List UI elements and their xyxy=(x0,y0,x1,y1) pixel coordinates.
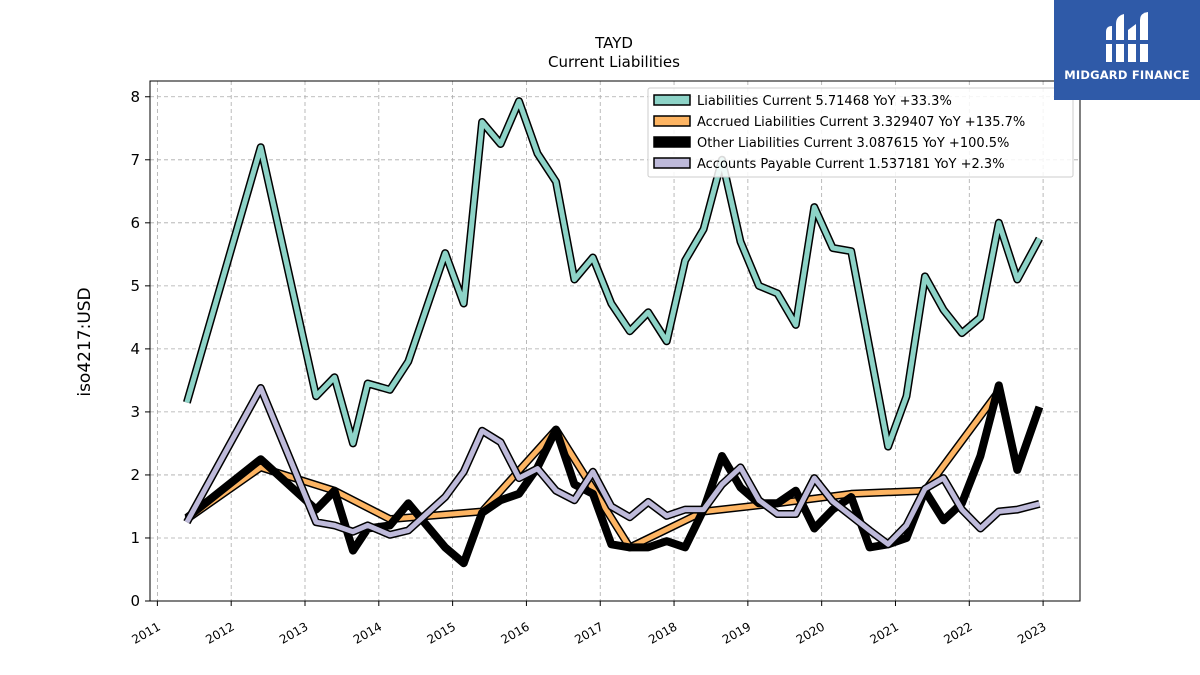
legend-swatch xyxy=(653,94,691,106)
series-3 xyxy=(183,384,1041,549)
y-tick-label: 1 xyxy=(130,529,140,547)
y-tick-label: 7 xyxy=(130,151,140,169)
legend-swatch xyxy=(653,157,691,169)
legend-swatch xyxy=(653,115,691,127)
legend-entry: Other Liabilities Current 3.087615 YoY +… xyxy=(697,136,1009,151)
x-tick-label: 2023 xyxy=(1015,619,1048,646)
x-tick-label: 2011 xyxy=(129,619,162,646)
legend-swatch xyxy=(653,136,691,148)
brand-logo: MIDGARD FINANCE xyxy=(1054,0,1200,100)
brand-name: MIDGARD FINANCE xyxy=(1064,68,1190,82)
chart-subtitle: Current Liabilities xyxy=(548,53,680,71)
y-tick-label: 8 xyxy=(130,88,140,106)
series-2 xyxy=(184,381,1044,568)
y-tick-label: 5 xyxy=(130,277,140,295)
x-tick-label: 2019 xyxy=(720,619,753,646)
x-tick-label: 2018 xyxy=(646,619,679,646)
y-tick-label: 0 xyxy=(130,592,140,610)
x-tick-label: 2017 xyxy=(572,619,605,646)
y-tick-label: 2 xyxy=(130,466,140,484)
y-tick-label: 6 xyxy=(130,214,140,232)
series-line xyxy=(184,381,1044,568)
legend: Liabilities Current 5.71468 YoY +33.3% Ac… xyxy=(647,87,1074,178)
x-tick-label: 2015 xyxy=(425,619,458,646)
x-tick-label: 2013 xyxy=(277,619,310,646)
series-line xyxy=(185,389,1001,550)
x-tick-label: 2021 xyxy=(868,619,901,646)
series-line xyxy=(184,98,1042,450)
series-1 xyxy=(184,388,1003,552)
legend-entry: Accounts Payable Current 1.537181 YoY +2… xyxy=(697,157,1005,172)
series-line xyxy=(184,385,1041,547)
chart-title: TAYD xyxy=(594,34,633,52)
x-tick-label: 2020 xyxy=(794,619,827,646)
legend-entry: Accrued Liabilities Current 3.329407 YoY… xyxy=(697,115,1025,130)
series-lines xyxy=(183,97,1044,568)
x-tick-label: 2012 xyxy=(203,619,236,646)
series-0 xyxy=(183,97,1043,451)
plot-frame xyxy=(149,80,1081,602)
x-tick-label: 2014 xyxy=(351,619,384,646)
midgard-logo-icon xyxy=(1104,12,1150,62)
x-tick-label: 2016 xyxy=(498,619,531,646)
y-axis-label: iso4217:USD xyxy=(75,287,95,396)
x-tick-label: 2022 xyxy=(941,619,974,646)
y-tick-label: 4 xyxy=(130,340,140,358)
y-tick-label: 3 xyxy=(130,403,140,421)
legend-entry: Liabilities Current 5.71468 YoY +33.3% xyxy=(697,94,952,109)
legend-box xyxy=(647,87,1074,178)
